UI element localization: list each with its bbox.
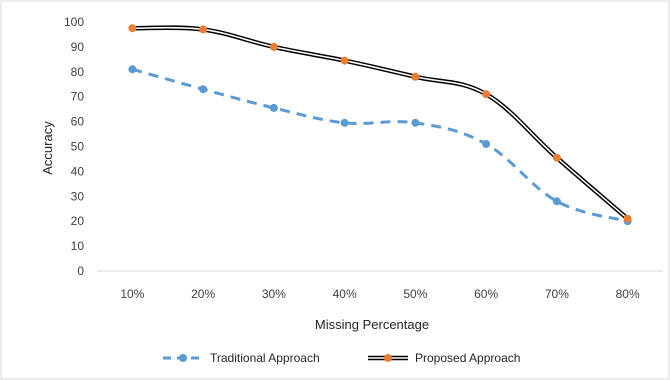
data-point — [128, 24, 137, 33]
data-point — [482, 90, 491, 99]
series-line — [131, 67, 629, 223]
y-tick-label: 100 — [64, 15, 84, 29]
y-tick-label: 40 — [71, 164, 85, 178]
x-tick-label: 20% — [191, 287, 215, 301]
y-axis-title: Accuracy — [40, 121, 55, 175]
legend-item: Traditional Approach — [163, 351, 320, 365]
legend-swatch-marker — [384, 354, 392, 362]
x-axis-title: Missing Percentage — [315, 317, 429, 332]
x-tick-label: 10% — [120, 287, 144, 301]
x-tick-label: 30% — [262, 287, 286, 301]
data-point — [269, 42, 278, 51]
series-traditional-approach — [128, 65, 632, 226]
x-tick-label: 40% — [333, 287, 357, 301]
x-tick-label: 70% — [545, 287, 569, 301]
data-point — [552, 153, 561, 162]
y-tick-label: 70 — [71, 90, 85, 104]
data-point — [411, 72, 420, 81]
y-tick-label: 80 — [71, 65, 85, 79]
legend-label: Traditional Approach — [210, 351, 320, 365]
data-point — [552, 197, 561, 206]
legend-label: Proposed Approach — [415, 351, 520, 365]
data-point — [199, 25, 208, 34]
legend-swatch-marker — [179, 354, 187, 362]
series-layer — [128, 24, 632, 226]
y-tick-labels: 0 10 20 30 40 50 60 70 80 90 100 — [64, 15, 84, 278]
x-tick-label: 80% — [616, 287, 640, 301]
data-point — [623, 214, 632, 223]
x-tick-labels: 10% 20% 30% 40% 50% 60% 70% 80% — [120, 287, 640, 301]
y-tick-label: 0 — [77, 264, 84, 278]
series-proposed-approach — [128, 24, 632, 223]
x-tick-label: 60% — [474, 287, 498, 301]
y-tick-label: 10 — [71, 239, 85, 253]
y-tick-label: 50 — [71, 140, 85, 154]
data-point — [411, 118, 420, 127]
y-tick-label: 30 — [71, 189, 85, 203]
data-point — [340, 118, 349, 127]
y-tick-label: 90 — [71, 40, 85, 54]
legend: Traditional Approach Proposed Approach — [163, 351, 520, 365]
x-tick-label: 50% — [403, 287, 427, 301]
y-tick-label: 60 — [71, 115, 85, 129]
data-point — [482, 140, 491, 149]
legend-item: Proposed Approach — [368, 351, 520, 365]
data-point — [128, 65, 137, 74]
data-point — [269, 103, 278, 112]
y-tick-label: 20 — [71, 214, 85, 228]
data-point — [199, 85, 208, 94]
data-point — [340, 56, 349, 65]
